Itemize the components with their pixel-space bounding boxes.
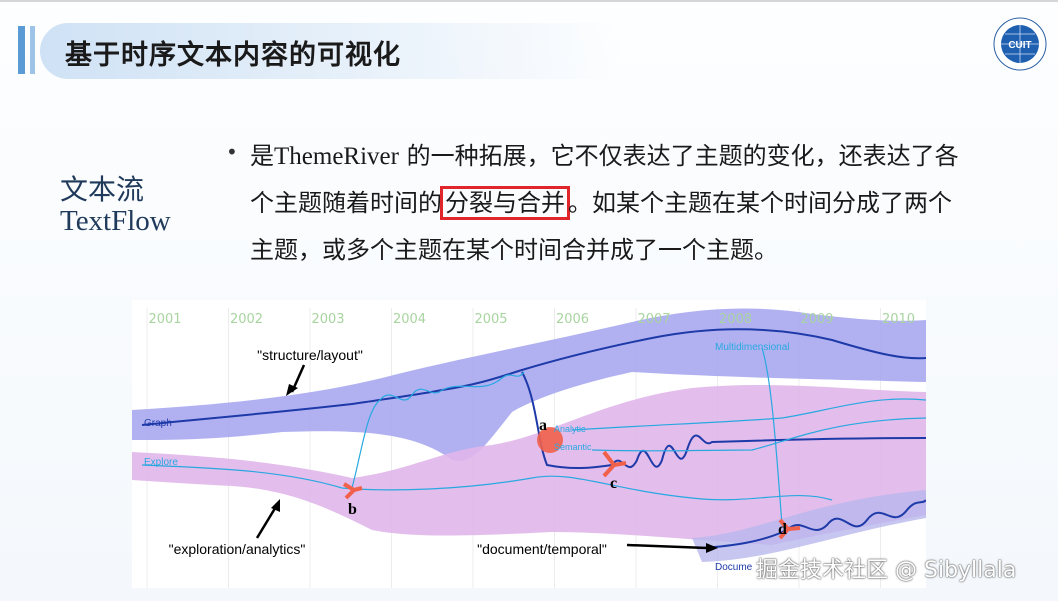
side-label-english: TextFlow	[60, 205, 171, 237]
annotation-exploration: "exploration/analytics"	[169, 541, 306, 557]
year-label: 2003	[311, 312, 344, 327]
side-label-chinese: 文本流	[60, 173, 145, 206]
line-multidimensional	[761, 347, 783, 526]
topic-multidimensional: Multidimensional	[715, 342, 789, 353]
annotation-structure: "structure/layout"	[257, 347, 363, 363]
year-label: 2002	[230, 312, 263, 327]
event-d-label: d	[778, 521, 787, 538]
bullet-line-3: 主题，或多个主题在某个时间合并成了一个主题。	[250, 230, 778, 265]
annotation-document: "document/temporal"	[477, 541, 607, 557]
year-label: 2006	[556, 312, 589, 327]
text: 主题，或多个主题在某个时间合并成了一个主题。	[250, 236, 778, 264]
text: 个主题随着时间的	[250, 189, 442, 217]
watermark: 掘金技术社区 @ Sibyllala	[756, 558, 1017, 583]
year-label: 2010	[882, 312, 915, 327]
bullet-marker: •	[226, 140, 238, 164]
event-b-label: b	[348, 501, 357, 518]
line-graph	[141, 328, 926, 426]
title-accent-bar-light	[30, 26, 35, 74]
arrow-exploration	[255, 504, 279, 539]
topic-explore: Explore	[144, 457, 178, 468]
event-a-marker	[537, 427, 563, 453]
line-explore	[141, 464, 833, 501]
year-label: 2001	[148, 312, 181, 327]
text: 。如某个主题在某个时间分成了两个	[568, 189, 952, 217]
line-document	[701, 499, 926, 549]
textflow-figure: "structure/layout" "exploration/analytic…	[132, 300, 926, 588]
topic-document: Docume	[715, 562, 753, 573]
text: 的一种拓展，它不仅表达了主题的变化，还表达了各	[398, 142, 959, 170]
band-structure	[132, 308, 926, 461]
year-label: 2005	[474, 312, 507, 327]
event-a-label: a	[539, 417, 547, 434]
topic-analytic: Analytic	[554, 424, 586, 434]
year-label: 2007	[637, 312, 670, 327]
highlighted-phrase: 分裂与合并	[440, 186, 570, 220]
bullet-line-2: 个主题随着时间的 分裂与合并 。如某个主题在某个时间分成了两个	[250, 183, 952, 220]
university-logo: CUIT	[993, 17, 1047, 71]
event-b-marker	[342, 482, 363, 500]
line-semantic	[591, 417, 926, 452]
band-document	[692, 490, 926, 562]
line-explore-merge	[351, 371, 525, 489]
event-c-marker	[602, 450, 627, 478]
themeriver-term: ThemeRiver	[274, 143, 399, 170]
arrow-document	[626, 543, 708, 550]
year-label: 2004	[393, 312, 426, 327]
line-analytic	[571, 398, 926, 431]
event-c-label: c	[610, 475, 617, 492]
top-border	[0, 0, 1058, 2]
line-graph-split	[521, 371, 926, 470]
topic-graph: Graph	[144, 418, 172, 429]
band-exploration	[132, 384, 926, 545]
topic-semantic: Semantic	[554, 442, 592, 452]
year-label: 2009	[800, 312, 833, 327]
year-label: 2008	[719, 312, 752, 327]
svg-text:CUIT: CUIT	[1008, 40, 1031, 51]
event-d-marker	[778, 518, 801, 540]
title-accent-bar	[18, 26, 25, 74]
text: 是	[250, 142, 274, 170]
title-background	[40, 23, 620, 79]
slide-title: 基于时序文本内容的可视化	[65, 40, 401, 71]
bullet-line-1: 是ThemeRiver 的一种拓展，它不仅表达了主题的变化，还表达了各	[250, 136, 959, 171]
